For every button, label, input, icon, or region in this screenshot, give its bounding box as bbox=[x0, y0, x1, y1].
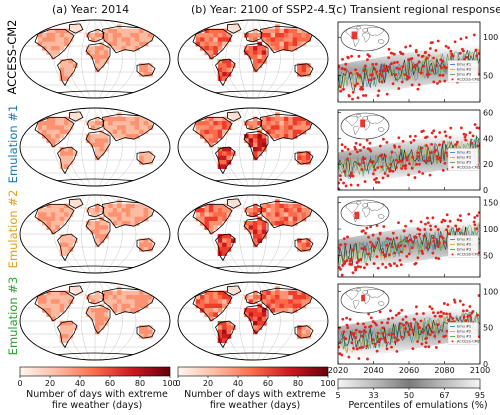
column-title-a: (a) Year: 2014 bbox=[52, 3, 130, 16]
colorbar-a-label: Number of days with extreme fire weather… bbox=[26, 389, 168, 411]
colorbar-tick: 40 bbox=[75, 379, 85, 388]
colorbar-tick: 80 bbox=[135, 379, 145, 388]
legend-entry: Emu #1 bbox=[457, 238, 471, 242]
world-map-b1 bbox=[177, 107, 329, 187]
y-tick-label: 60 bbox=[483, 109, 493, 118]
y-tick-label: 50 bbox=[483, 71, 493, 80]
y-tick-label: 150 bbox=[483, 198, 498, 207]
x-tick-label: 2020 bbox=[328, 366, 348, 375]
colorbar-tick: 40 bbox=[233, 379, 243, 388]
x-tick-label: 2040 bbox=[363, 366, 383, 375]
y-tick-label: 20 bbox=[483, 160, 493, 169]
x-tick-label: 2080 bbox=[434, 366, 454, 375]
legend-entry: Emu #1 bbox=[457, 151, 471, 155]
colorbar-b: 0 20 40 60 80 100 bbox=[175, 366, 336, 388]
colorbar-tick: 20 bbox=[45, 379, 55, 388]
colorbar-tick: 0 bbox=[17, 379, 22, 388]
legend-entry: Emu #2 bbox=[457, 68, 471, 72]
legend-entry: ACCESS-CM2 bbox=[457, 340, 480, 344]
world-map-a2 bbox=[19, 194, 171, 274]
y-tick-label: 100 bbox=[483, 287, 498, 296]
legend-entry: Emu #3 bbox=[457, 73, 471, 77]
legend-entry: Emu #3 bbox=[457, 248, 471, 252]
world-map-a1 bbox=[19, 107, 171, 187]
colorbar-b-label: Number of days with extreme fire weather… bbox=[184, 389, 326, 411]
x-tick-label: 2060 bbox=[399, 366, 419, 375]
colorbar-tick: 95 bbox=[475, 391, 485, 400]
colorbar-tick: 0 bbox=[175, 379, 180, 388]
column-title-c: (c) Transient regional responses bbox=[332, 3, 500, 16]
colorbar-tick: 50 bbox=[404, 391, 414, 400]
y-tick-label: 100 bbox=[483, 225, 498, 234]
legend-entry: Emu #1 bbox=[457, 325, 471, 329]
legend-entry: Emu #1 bbox=[457, 63, 471, 67]
legend-entry: ACCESS-CM2 bbox=[457, 166, 480, 170]
colorbar-tick: 100 bbox=[320, 379, 335, 388]
colorbar-c: 5 33 50 67 95 bbox=[335, 378, 485, 400]
legend-entry: Emu #2 bbox=[457, 243, 471, 247]
y-tick-label: 0 bbox=[483, 186, 488, 195]
y-tick-label: 50 bbox=[483, 252, 493, 261]
legend-entry: Emu #3 bbox=[457, 335, 471, 339]
world-map-a0 bbox=[19, 19, 171, 99]
x-tick-label: 2100 bbox=[470, 366, 490, 375]
y-tick-label: 0 bbox=[483, 360, 488, 369]
world-map-b2 bbox=[177, 194, 329, 274]
world-map-b0 bbox=[177, 19, 329, 99]
world-map-a3 bbox=[19, 281, 171, 361]
y-tick-label: 50 bbox=[483, 324, 493, 333]
colorbar-tick: 80 bbox=[293, 379, 303, 388]
colorbar-tick: 5 bbox=[335, 391, 340, 400]
legend-entry: ACCESS-CM2 bbox=[457, 253, 480, 257]
colorbar-a: 0 20 40 60 80 100 bbox=[17, 366, 178, 388]
colorbar-tick: 33 bbox=[368, 391, 378, 400]
legend-entry: Emu #2 bbox=[457, 156, 471, 160]
y-tick-label: 40 bbox=[483, 134, 493, 143]
legend-entry: Emu #2 bbox=[457, 330, 471, 334]
colorbar-tick: 100 bbox=[162, 379, 177, 388]
legend-entry: ACCESS-CM2 bbox=[457, 78, 480, 82]
y-tick-label: 100 bbox=[483, 33, 498, 42]
legend-entry: Emu #3 bbox=[457, 161, 471, 165]
world-map-b3 bbox=[177, 281, 329, 361]
colorbar-c-label: Percentiles of emulations (%) bbox=[348, 400, 488, 411]
colorbar-tick: 60 bbox=[263, 379, 273, 388]
colorbar-tick: 67 bbox=[439, 391, 449, 400]
colorbar-tick: 60 bbox=[105, 379, 115, 388]
column-title-b: (b) Year: 2100 of SSP2-4.5 bbox=[191, 3, 336, 16]
colorbar-tick: 20 bbox=[203, 379, 213, 388]
